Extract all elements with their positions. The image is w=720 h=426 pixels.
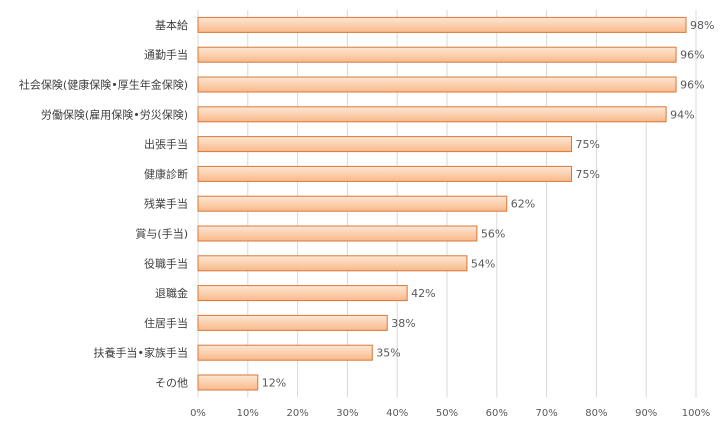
data-label: 54% [471,257,495,270]
bar [197,374,259,391]
data-label: 56% [481,228,505,241]
category-label: 残業手当 [144,197,188,211]
x-tick-label: 100% [682,408,711,419]
category-label: 賞与(手当) [135,227,188,241]
value-labels: 98% 96% 96% 94% 75% 75% 62% 56% 54% 42% 38% 35% 12% [262,19,715,390]
data-label: 62% [511,198,535,211]
category-label: 扶養手当•家族手当 [94,346,189,360]
category-label: その他 [155,377,188,390]
x-tick-label: 40% [386,408,408,419]
data-label: 75% [576,138,600,151]
bar [197,255,468,272]
x-tick-label: 20% [286,408,308,419]
data-label: 75% [576,168,600,181]
bars [197,16,687,391]
bar [197,285,408,302]
x-tick-label: 70% [535,408,557,419]
category-label: 出張手当 [144,137,188,151]
data-label: 38% [391,317,415,330]
x-tick-label: 30% [336,408,358,419]
category-label: 住居手当 [144,316,188,330]
data-label: 96% [680,49,704,62]
data-label: 94% [670,108,694,121]
data-label: 35% [376,347,400,360]
bar [197,76,677,93]
category-label: 健康診断 [144,167,188,181]
bar [197,314,388,331]
category-label: 退職金 [155,286,188,300]
x-tick-label: 0% [190,408,206,419]
x-tick-label: 60% [486,408,508,419]
category-label: 労働保険(雇用保険•労災保険) [41,107,188,121]
category-label: 社会保険(健康保険•厚生年金保険) [19,78,188,92]
category-label: 基本給 [155,18,188,32]
bar [197,195,508,212]
x-tick-label: 80% [585,408,607,419]
x-tick-label: 90% [635,408,657,419]
data-label: 96% [680,79,704,92]
category-label: 通勤手当 [144,48,188,62]
bar [197,106,667,123]
data-label: 42% [411,287,435,300]
bar [197,225,478,242]
x-tick-label: 50% [436,408,458,419]
bar [197,16,687,33]
bar [197,344,373,361]
category-label: 役職手当 [144,256,188,270]
bar [197,46,677,63]
data-label: 12% [262,377,286,390]
bar [197,165,572,182]
x-tick-label: 10% [237,408,259,419]
bar [197,136,572,153]
data-label: 98% [690,19,714,32]
x-axis-tick-labels: 0% 10% 20% 30% 40% 50% 60% 70% 80% 90% 100% [190,408,710,419]
